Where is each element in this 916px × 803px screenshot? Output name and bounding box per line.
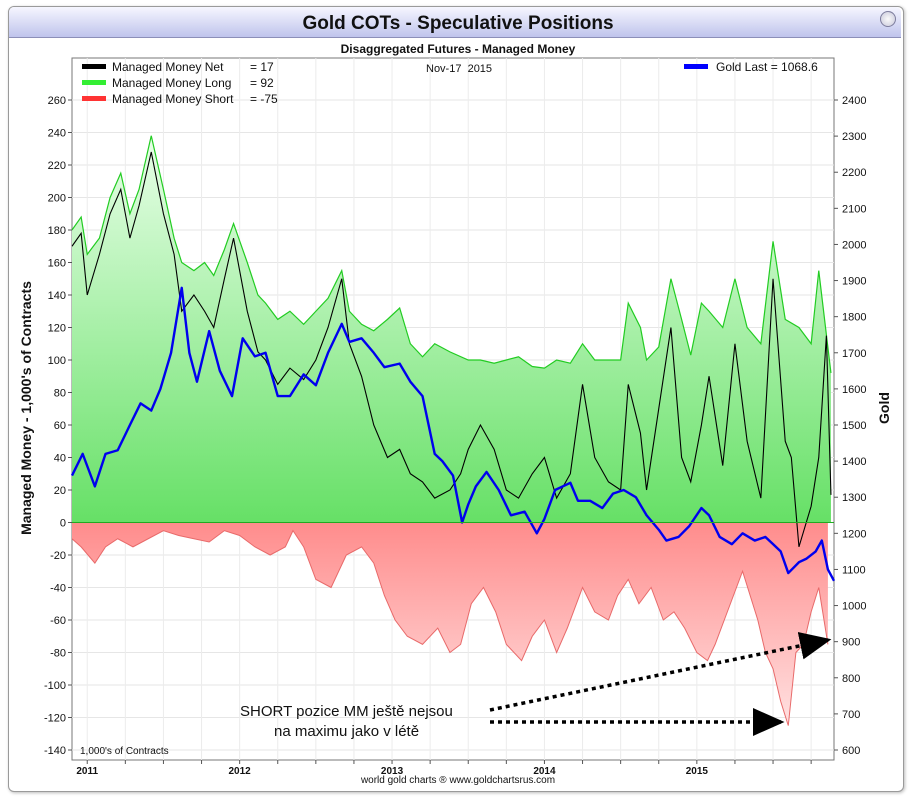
long-area-layer [71,135,832,523]
y-tick-label-left: 0 [60,518,66,530]
legend: Managed Money Net = 17 Managed Money Long =… [82,60,818,106]
annotation: SHORT pozice MM ještě nejsou na maximu j… [240,631,832,740]
y-tick-label-right: 2000 [842,239,866,251]
y-tick-label-left: 140 [48,290,66,302]
x-tick-label: 2014 [533,766,556,777]
y-tick-label-left: 220 [48,160,66,172]
short-area [72,522,828,726]
y-tick-label-right: 1800 [842,312,866,324]
gold-line [70,286,836,582]
annotation-line-2: na maximu jako v létě [274,723,419,740]
y-tick-label-right: 800 [842,673,860,685]
y-tick-label-left: -140 [44,745,66,757]
y-tick-label-right: 600 [842,745,860,757]
y-tick-label-left: 80 [54,388,66,400]
annotation-line-1: SHORT pozice MM ještě nejsou [240,703,453,720]
short-area-layer [71,522,829,726]
legend-swatch-gold [684,64,708,69]
date-label: Nov-17 2015 [426,63,492,75]
y-tick-label-left: -40 [50,583,66,595]
y-tick-label-right: 1500 [842,420,866,432]
y-tick-label-right: 2200 [842,167,866,179]
y-tick-label-left: 160 [48,258,66,270]
y-tick-label-left: 60 [54,420,66,432]
y-tick-label-left: 100 [48,355,66,367]
axes: -140 -120 -100 -80 -60 -40 -20 0 20 40 60 80 100 120 1… [44,95,867,777]
legend-swatch [82,80,106,85]
legend-label: Managed Money Short [112,92,234,106]
long-line [71,135,832,374]
annotation-arrow-upper [489,631,832,712]
chart-title: Gold COTs - Speculative Positions [302,13,614,34]
y-tick-label-left: 120 [48,323,66,335]
chart-footer: world gold charts ® www.goldchartsrus.co… [360,775,556,786]
x-tick-label: 2013 [381,766,404,777]
title-bar [9,7,901,38]
legend-value: = 92 [250,76,274,90]
y-tick-label-right: 1700 [842,348,866,360]
y-tick-label-left: -120 [44,713,66,725]
x-tick-label: 2012 [229,766,252,777]
y-tick-label-left: 200 [48,193,66,205]
y-tick-label-left: 40 [54,453,66,465]
legend-swatch [82,96,106,101]
y-tick-label-left: -100 [44,680,66,692]
y-axis-right-label: Gold [876,392,892,424]
gold-line-layer [70,286,836,582]
y-tick-label-right: 2100 [842,203,866,215]
units-note: 1,000's of Contracts [80,746,169,757]
y-tick-label-left: -20 [50,550,66,562]
close-icon[interactable] [880,11,896,27]
legend-value: = -75 [250,92,278,106]
y-tick-label-left: 260 [48,95,66,107]
y-tick-label-right: 1000 [842,601,866,613]
legend-label: Managed Money Long [112,76,231,90]
long-area [72,135,831,523]
short-line [71,529,829,726]
legend-label-gold: Gold Last = 1068.6 [716,60,818,74]
y-tick-label-right: 900 [842,637,860,649]
y-tick-label-left: 240 [48,128,66,140]
x-tick-label: 2015 [686,766,709,777]
y-tick-label-left: 180 [48,225,66,237]
y-tick-label-right: 2400 [842,95,866,107]
y-tick-label-right: 700 [842,709,860,721]
y-tick-label-left: -60 [50,615,66,627]
y-tick-label-right: 1600 [842,384,866,396]
chart-subtitle: Disaggregated Futures - Managed Money [340,42,576,56]
legend-label: Managed Money Net [112,60,224,74]
y-tick-label-left: -80 [50,648,66,660]
legend-value: = 17 [250,60,274,74]
x-tick-label: 2011 [76,766,98,777]
y-tick-label-right: 2300 [842,131,866,143]
y-tick-label-right: 1400 [842,456,866,468]
y-tick-label-right: 1300 [842,492,866,504]
y-tick-label-left: 20 [54,485,66,497]
y-tick-label-right: 1200 [842,528,866,540]
y-axis-left-label: Managed Money - 1,000's of Contracts [18,281,34,535]
legend-swatch [82,64,106,69]
y-tick-label-right: 1900 [842,276,866,288]
y-tick-label-right: 1100 [842,564,866,576]
